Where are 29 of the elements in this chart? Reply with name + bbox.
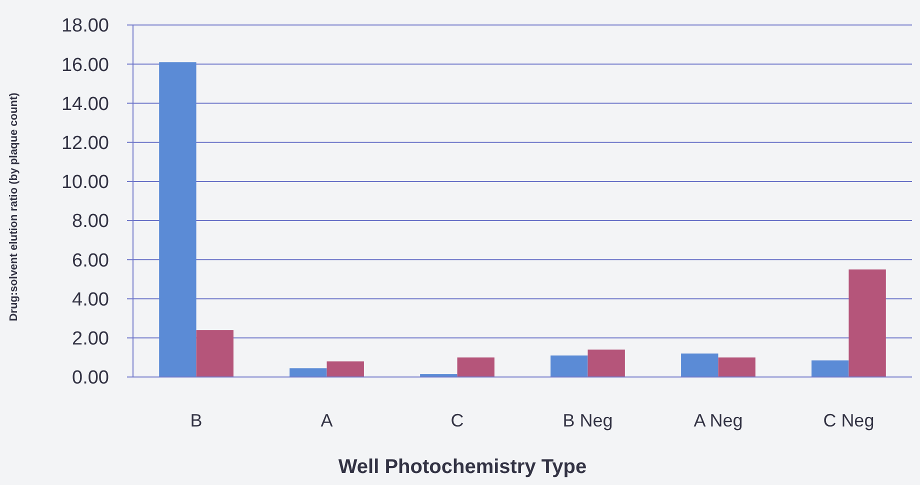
y-tick-label: 2.00: [72, 328, 109, 350]
x-axis-title: Well Photochemistry Type: [338, 456, 587, 478]
y-tick-label: 6.00: [72, 250, 109, 272]
y-tick-label: 12.00: [61, 132, 109, 154]
y-tick-label: 0.00: [72, 368, 109, 389]
y-tick-label: 8.00: [72, 211, 109, 232]
bar: [159, 62, 196, 377]
bar: [326, 361, 364, 377]
bar: [848, 269, 886, 377]
y-axis-title: Drug:solvent elution ratio (by plaque count): [8, 92, 20, 322]
bar: [812, 360, 849, 377]
y-tick-label: 16.00: [61, 54, 109, 76]
x-tick-label: B Neg: [562, 410, 613, 430]
x-tick-label: C: [450, 410, 464, 430]
bar: [290, 368, 327, 377]
bar: [457, 357, 494, 377]
y-tick-label: 18.00: [61, 16, 109, 37]
x-tick-label: A Neg: [694, 410, 743, 430]
y-tick-label: 10.00: [61, 172, 109, 194]
y-tick-label: 14.00: [61, 94, 109, 115]
y-tick-label: 4.00: [72, 289, 109, 310]
x-tick-label: C Neg: [823, 410, 874, 430]
bar: [550, 355, 588, 377]
bar: [196, 330, 234, 377]
bar: [681, 354, 718, 377]
bar: [718, 357, 756, 377]
x-tick-label: A: [320, 410, 333, 430]
bar: [588, 350, 625, 377]
x-tick-label: B: [190, 410, 202, 430]
